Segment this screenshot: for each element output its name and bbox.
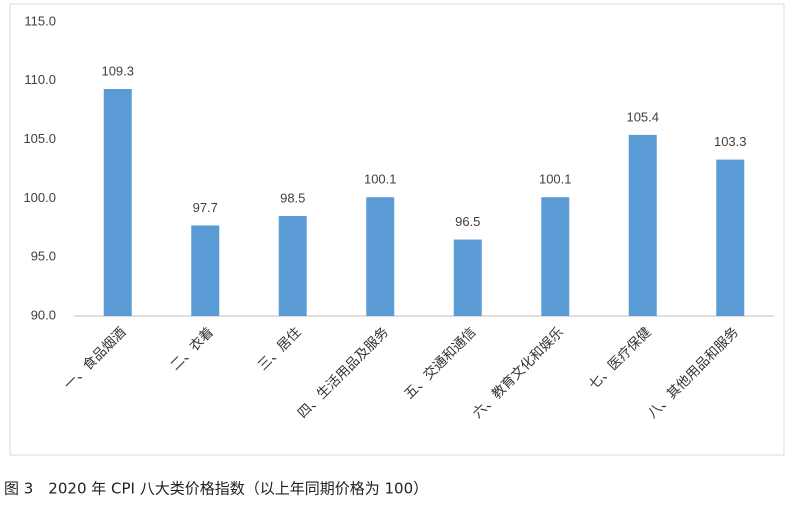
- bar: [541, 197, 570, 316]
- value-label: 100.1: [364, 172, 397, 187]
- x-tick-label: 三、居住: [255, 324, 304, 373]
- x-tick-label: 八、其他用品和服务: [645, 324, 742, 421]
- bar: [453, 239, 482, 316]
- bar: [191, 225, 220, 316]
- bar: [716, 159, 745, 316]
- y-tick-label: 95.0: [31, 249, 56, 264]
- caption: 图 3 2020 年 CPI 八大类价格指数（以上年同期价格为 100）: [4, 480, 428, 498]
- x-tick-label: 七、医疗保健: [586, 324, 655, 393]
- value-label: 103.3: [714, 134, 747, 149]
- x-tick-label: 四、生活用品及服务: [295, 324, 392, 421]
- chart-frame: [9, 3, 785, 456]
- bar: [278, 216, 307, 316]
- value-label: 97.7: [193, 200, 218, 215]
- value-label: 98.5: [280, 190, 305, 205]
- x-tick-label: 一、食品烟酒: [60, 324, 129, 393]
- value-label: 96.5: [455, 214, 480, 229]
- value-label: 109.3: [101, 63, 134, 78]
- y-tick-label: 100.0: [23, 190, 56, 205]
- x-tick-label: 六、教育文化和娱乐: [470, 324, 567, 421]
- bar: [628, 134, 657, 316]
- y-tick-label: 105.0: [23, 131, 56, 146]
- bar: [103, 89, 132, 316]
- y-tick-label: 90.0: [31, 307, 56, 322]
- x-tick-label: 二、衣着: [167, 324, 217, 374]
- value-label: 105.4: [626, 109, 659, 124]
- value-label: 100.1: [539, 172, 572, 187]
- y-tick-label: 115.0: [24, 13, 56, 28]
- x-tick-label: 五、交通和通信: [401, 324, 480, 403]
- bar: [366, 197, 395, 316]
- y-tick-label: 110.0: [24, 72, 56, 87]
